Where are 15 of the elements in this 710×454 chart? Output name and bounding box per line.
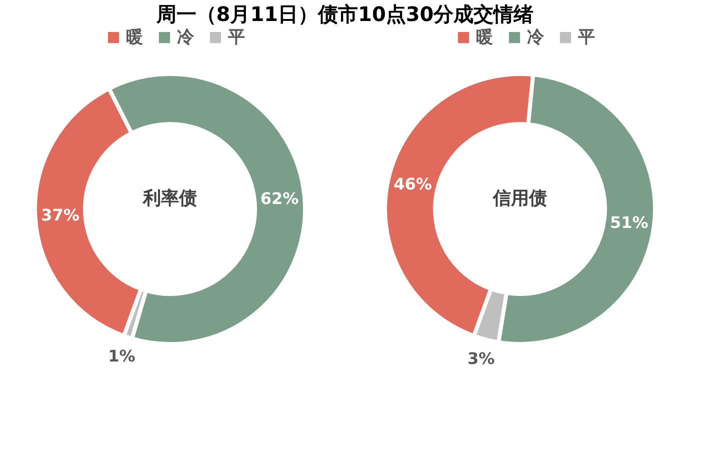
data-label: 51% <box>610 213 648 232</box>
data-label: 37% <box>41 206 80 225</box>
text: 周一（8月11日）债市10点30分成交情绪 <box>155 2 534 26</box>
legend-label: 暖 <box>476 28 493 48</box>
data-label: 46% <box>394 174 432 194</box>
text: 信用债 <box>492 188 547 209</box>
legend-label: 平 <box>577 28 595 48</box>
legend-label: 暖 <box>126 28 143 48</box>
legend-label: 冷 <box>527 28 545 48</box>
data-label: 62% <box>260 188 299 208</box>
data-label: 1% <box>108 346 136 366</box>
legend-label: 冷 <box>177 28 195 48</box>
legend-label: 平 <box>227 28 245 48</box>
text: 利率债 <box>142 188 197 209</box>
data-label: 3% <box>467 349 495 368</box>
